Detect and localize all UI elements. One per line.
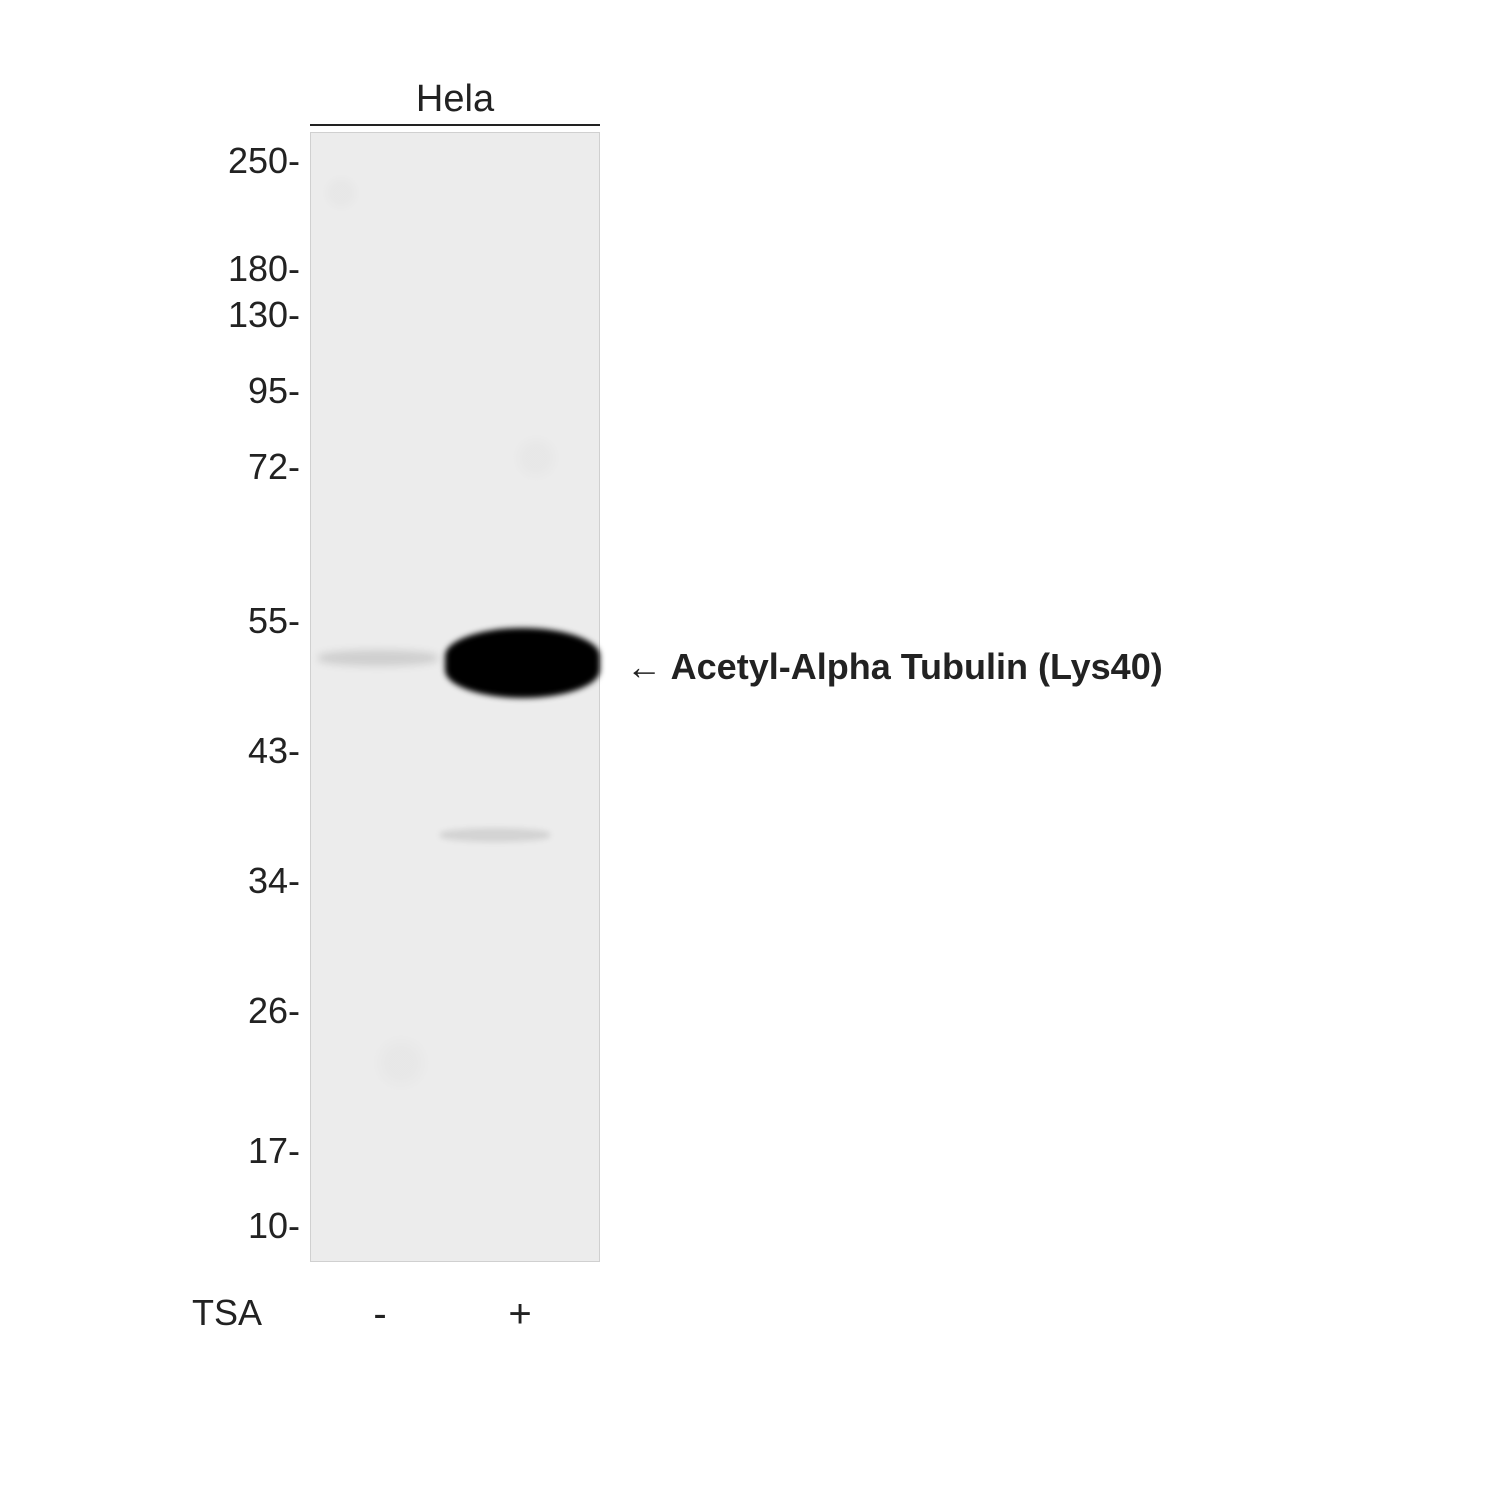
mw-marker: 17-	[0, 1130, 300, 1172]
noise-dot	[321, 173, 361, 213]
noise-dot	[371, 1033, 431, 1093]
mw-marker: 10-	[0, 1205, 300, 1247]
band-faint-lane1	[318, 650, 438, 666]
noise-dot	[511, 433, 561, 483]
mw-marker: 72-	[0, 446, 300, 488]
mw-marker: 43-	[0, 730, 300, 772]
mw-marker: 34-	[0, 860, 300, 902]
treatment-sign: -	[350, 1292, 410, 1337]
figure-container: Hela 250- 180-130- 95- 72- 55- 43- 34- 26- 17- 10…	[0, 0, 1500, 1500]
mw-marker: 26-	[0, 990, 300, 1032]
mw-marker: 95-	[0, 370, 300, 412]
band-annotation: ← Acetyl-Alpha Tubulin (Lys40)	[626, 646, 1163, 688]
mw-marker: 180-	[0, 248, 300, 290]
mw-marker: 250-	[0, 140, 300, 182]
sample-label: Hela	[310, 78, 600, 121]
blot-membrane	[310, 132, 600, 1262]
sample-label-underline	[310, 124, 600, 126]
mw-marker: 55-	[0, 600, 300, 642]
treatment-label: TSA	[192, 1292, 262, 1334]
mw-marker: 130-	[0, 294, 300, 336]
band-main-lane2	[445, 628, 600, 698]
treatment-sign: +	[490, 1292, 550, 1337]
band-minor-lane2	[440, 828, 550, 842]
